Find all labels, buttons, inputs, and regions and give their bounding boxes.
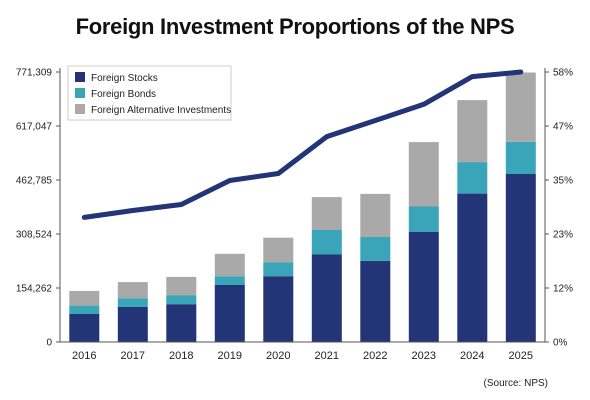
x-tick-label: 2016 [72, 350, 96, 362]
foreign-stocks-bar-2025 [505, 174, 536, 342]
foreign-bonds-bar-2024 [457, 162, 488, 194]
foreign-alternative-bar-2018 [166, 276, 197, 296]
foreign-bonds-bar-2018 [166, 295, 197, 305]
axes-group [59, 68, 546, 343]
foreign-stocks-bar-2017 [117, 307, 148, 342]
foreign-bonds-legend-label: Foreign Bonds [91, 89, 156, 100]
left-tick-label: 0 [46, 338, 52, 349]
foreign-stocks-bar-2016 [69, 314, 100, 342]
chart-title: Foreign Investment Proportions of the NP… [75, 14, 515, 39]
foreign-stocks-legend-swatch [75, 72, 85, 82]
foreign-stocks-bar-2023 [408, 231, 439, 342]
foreign-bonds-bar-2019 [214, 276, 245, 285]
left-tick-label: 771,309 [16, 68, 53, 79]
foreign-alternative-bar-2019 [214, 253, 245, 277]
foreign-alternative-bar-2017 [117, 282, 148, 299]
right-tick-label: 35% [553, 176, 573, 187]
foreign-stocks-bar-2019 [214, 284, 245, 342]
foreign-alternative-bar-2016 [69, 290, 100, 306]
bars-group [69, 72, 536, 342]
x-tick-label: 2023 [412, 350, 436, 362]
right-tick-label: 58% [553, 68, 573, 79]
right-tick-label: 0% [553, 338, 568, 349]
line-group [81, 69, 524, 220]
foreign-bonds-bar-2016 [69, 305, 100, 314]
foreign-alternative-bar-2025 [505, 72, 536, 142]
right-tick-labels: 0% 12% 23% 35% 47% 58% [545, 68, 573, 349]
foreign-alternative-legend-swatch [75, 104, 85, 114]
right-tick-label: 12% [553, 284, 573, 295]
x-tick-label: 2017 [121, 350, 145, 362]
foreign-alternative-legend-label: Foreign Alternative Investments [91, 105, 231, 116]
left-tick-label: 308,524 [16, 230, 53, 241]
x-tick-label: 2021 [315, 350, 339, 362]
foreign-bonds-bar-2025 [505, 141, 536, 174]
x-tick-label: 2025 [509, 350, 533, 362]
foreign-alternative-bar-2021 [311, 197, 342, 230]
x-tick-label: 2022 [363, 350, 387, 362]
legend-box [67, 65, 232, 121]
foreign-stocks-bar-2022 [360, 260, 391, 342]
x-tick-label: 2019 [218, 350, 242, 362]
x-tick-label: 2020 [266, 350, 290, 362]
x-tick-label: 2024 [460, 350, 484, 362]
foreign-stocks-bar-2018 [166, 304, 197, 342]
foreign-bonds-bar-2021 [311, 230, 342, 255]
legend: Foreign Stocks Foreign Bonds Foreign Alter… [67, 65, 232, 121]
foreign-bonds-bar-2023 [408, 206, 439, 232]
foreign-bonds-bar-2020 [263, 262, 294, 277]
foreign-alternative-bar-2023 [408, 142, 439, 207]
x-tick-label: 2018 [169, 350, 193, 362]
x-tick-labels: 2016 2017 2018 2019 2020 2021 2022 2023 2024 2025 [72, 350, 533, 362]
foreign-stocks-bar-2020 [263, 276, 294, 342]
foreign-stocks-bar-2021 [311, 254, 342, 342]
foreign-bonds-bar-2022 [360, 237, 391, 261]
left-tick-label: 154,262 [16, 284, 53, 295]
foreign-alternative-bar-2022 [360, 193, 391, 237]
right-tick-label: 23% [553, 230, 573, 241]
left-tick-labels: 0 154,262 308,524 462,785 617,047 771,309 [16, 68, 60, 349]
foreign-stocks-legend-label: Foreign Stocks [91, 73, 158, 84]
left-tick-label: 462,785 [16, 176, 53, 187]
foreign-alternative-bar-2020 [263, 237, 294, 263]
source-note: (Source: NPS) [483, 378, 548, 389]
foreign-bonds-bar-2017 [117, 298, 148, 307]
foreign-bonds-legend-swatch [75, 88, 85, 98]
foreign-alternative-bar-2024 [457, 100, 488, 163]
left-tick-label: 617,047 [16, 122, 53, 133]
proportion-line [81, 69, 524, 220]
right-tick-label: 47% [553, 122, 573, 133]
foreign-stocks-bar-2024 [457, 193, 488, 342]
